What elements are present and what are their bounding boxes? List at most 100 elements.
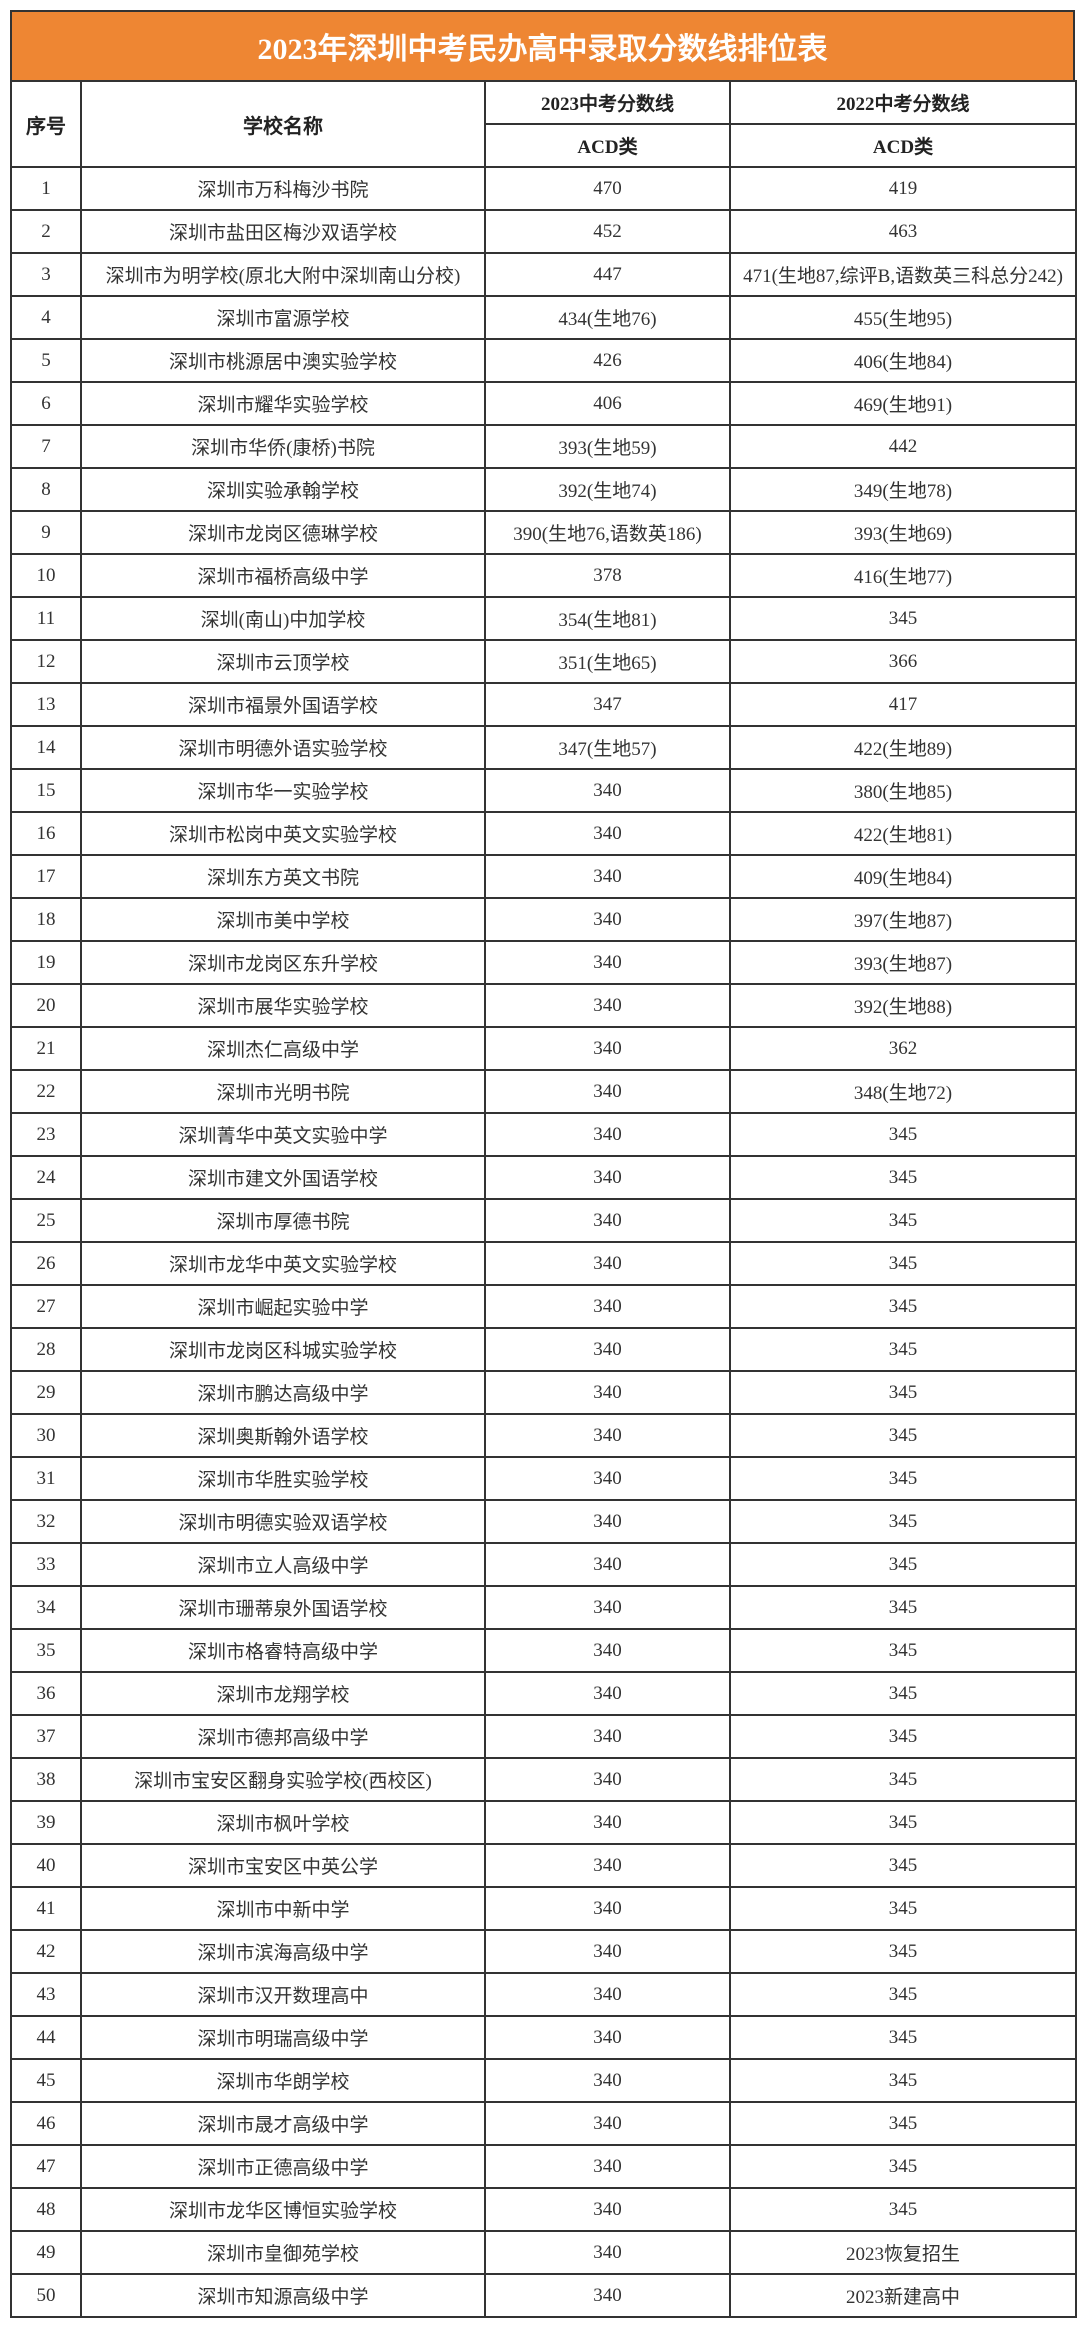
cell-school-name: 深圳市耀华实验学校: [80, 381, 486, 426]
cell-2022-score: 455(生地95): [729, 295, 1077, 340]
table-row: 25 深圳市厚德书院 340 345: [10, 1198, 1077, 1243]
table-row: 12 深圳市云顶学校 351(生地65) 366: [10, 639, 1077, 684]
cell-index: 29: [10, 1370, 82, 1415]
table-row: 6 深圳市耀华实验学校 406 469(生地91): [10, 381, 1077, 426]
cell-index: 8: [10, 467, 82, 512]
table-row: 49 深圳市皇御苑学校 340 2023恢复招生: [10, 2230, 1077, 2275]
cell-school-name: 深圳市龙华区博恒实验学校: [80, 2187, 486, 2232]
cell-index: 6: [10, 381, 82, 426]
cell-2023-score: 340: [484, 1327, 731, 1372]
cell-2023-score: 426: [484, 338, 731, 383]
cell-2023-score: 340: [484, 854, 731, 899]
cell-2022-score: 393(生地87): [729, 940, 1077, 985]
cell-index: 16: [10, 811, 82, 856]
table-row: 8 深圳实验承翰学校 392(生地74) 349(生地78): [10, 467, 1077, 512]
cell-2023-score: 340: [484, 1628, 731, 1673]
cell-2022-score: 349(生地78): [729, 467, 1077, 512]
cell-school-name: 深圳市汉开数理高中: [80, 1972, 486, 2017]
cell-2023-score: 340: [484, 1026, 731, 1071]
cell-2022-score: 345: [729, 2058, 1077, 2103]
cell-index: 33: [10, 1542, 82, 1587]
cell-index: 18: [10, 897, 82, 942]
cell-index: 28: [10, 1327, 82, 1372]
cell-index: 37: [10, 1714, 82, 1759]
table-row: 18 深圳市美中学校 340 397(生地87): [10, 897, 1077, 942]
cell-2022-score: 422(生地81): [729, 811, 1077, 856]
cell-2022-score: 463: [729, 209, 1077, 254]
table-row: 45 深圳市华朗学校 340 345: [10, 2058, 1077, 2103]
cell-2022-score: 392(生地88): [729, 983, 1077, 1028]
cell-index: 19: [10, 940, 82, 985]
header-school-name: 学校名称: [80, 80, 486, 168]
table-row: 44 深圳市明瑞高级中学 340 345: [10, 2015, 1077, 2060]
cell-school-name: 深圳市鹏达高级中学: [80, 1370, 486, 1415]
cell-2022-score: 345: [729, 1671, 1077, 1716]
cell-index: 39: [10, 1800, 82, 1845]
cell-index: 43: [10, 1972, 82, 2017]
cell-2023-score: 340: [484, 1542, 731, 1587]
cell-2022-score: 471(生地87,综评B,语数英三科总分242): [729, 252, 1077, 297]
cell-2022-score: 345: [729, 1585, 1077, 1630]
cell-school-name: 深圳市美中学校: [80, 897, 486, 942]
cell-2023-score: 340: [484, 983, 731, 1028]
table-row: 36 深圳市龙翔学校 340 345: [10, 1671, 1077, 1716]
cell-school-name: 深圳市云顶学校: [80, 639, 486, 684]
cell-2022-score: 345: [729, 2187, 1077, 2232]
cell-2023-score: 340: [484, 2015, 731, 2060]
cell-2022-score: 345: [729, 1456, 1077, 1501]
cell-index: 44: [10, 2015, 82, 2060]
cell-school-name: 深圳市盐田区梅沙双语学校: [80, 209, 486, 254]
cell-school-name: 深圳菁华中英文实验中学: [80, 1112, 486, 1157]
cell-school-name: 深圳市晟才高级中学: [80, 2101, 486, 2146]
table-row: 4 深圳市富源学校 434(生地76) 455(生地95): [10, 295, 1077, 340]
cell-2023-score: 340: [484, 897, 731, 942]
cell-2023-score: 340: [484, 2230, 731, 2275]
cell-2022-score: 345: [729, 1155, 1077, 1200]
cell-school-name: 深圳杰仁高级中学: [80, 1026, 486, 1071]
cell-school-name: 深圳市格睿特高级中学: [80, 1628, 486, 1673]
cell-index: 9: [10, 510, 82, 555]
cell-2023-score: 340: [484, 2101, 731, 2146]
cell-index: 15: [10, 768, 82, 813]
cell-2022-score: 442: [729, 424, 1077, 469]
cell-2022-score: 397(生地87): [729, 897, 1077, 942]
cell-2022-score: 345: [729, 1499, 1077, 1544]
table-row: 11 深圳(南山)中加学校 354(生地81) 345: [10, 596, 1077, 641]
cell-2022-score: 380(生地85): [729, 768, 1077, 813]
cell-2022-score: 345: [729, 1198, 1077, 1243]
table-row: 34 深圳市珊蒂泉外国语学校 340 345: [10, 1585, 1077, 1630]
cell-school-name: 深圳市龙华中英文实验学校: [80, 1241, 486, 1286]
cell-2023-score: 434(生地76): [484, 295, 731, 340]
cell-school-name: 深圳市明德外语实验学校: [80, 725, 486, 770]
cell-index: 12: [10, 639, 82, 684]
cell-2023-score: 340: [484, 1671, 731, 1716]
cell-2022-score: 416(生地77): [729, 553, 1077, 598]
cell-2023-score: 340: [484, 1714, 731, 1759]
table-row: 48 深圳市龙华区博恒实验学校 340 345: [10, 2187, 1077, 2232]
header-2023-category: ACD类: [484, 123, 731, 168]
cell-2022-score: 417: [729, 682, 1077, 727]
table-row: 33 深圳市立人高级中学 340 345: [10, 1542, 1077, 1587]
cell-index: 49: [10, 2230, 82, 2275]
cell-2023-score: 340: [484, 1456, 731, 1501]
cell-school-name: 深圳市展华实验学校: [80, 983, 486, 1028]
cell-2022-score: 2023新建高中: [729, 2273, 1077, 2318]
cell-2023-score: 340: [484, 1069, 731, 1114]
cell-index: 27: [10, 1284, 82, 1329]
cell-school-name: 深圳市华朗学校: [80, 2058, 486, 2103]
cell-2023-score: 340: [484, 1757, 731, 1802]
table-row: 2 深圳市盐田区梅沙双语学校 452 463: [10, 209, 1077, 254]
cell-2023-score: 340: [484, 1112, 731, 1157]
cell-school-name: 深圳市明瑞高级中学: [80, 2015, 486, 2060]
table-row: 5 深圳市桃源居中澳实验学校 426 406(生地84): [10, 338, 1077, 383]
table-row: 30 深圳奥斯翰外语学校 340 345: [10, 1413, 1077, 1458]
cell-school-name: 深圳市枫叶学校: [80, 1800, 486, 1845]
table-row: 21 深圳杰仁高级中学 340 362: [10, 1026, 1077, 1071]
cell-index: 48: [10, 2187, 82, 2232]
cell-school-name: 深圳市德邦高级中学: [80, 1714, 486, 1759]
cell-2022-score: 345: [729, 2015, 1077, 2060]
cell-2022-score: 348(生地72): [729, 1069, 1077, 1114]
cell-index: 30: [10, 1413, 82, 1458]
cell-2022-score: 345: [729, 1327, 1077, 1372]
cell-2023-score: 340: [484, 1155, 731, 1200]
